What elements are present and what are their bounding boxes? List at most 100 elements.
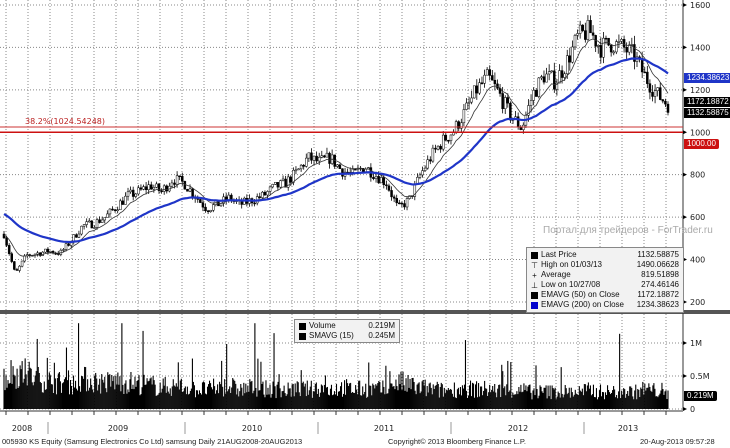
legend-name: Last Price	[541, 250, 577, 259]
fib-level-label: 38.2%(1024.54248)	[25, 117, 106, 126]
price-candle-body	[617, 41, 621, 43]
low-marker-icon: ⊥	[531, 280, 538, 290]
price-candle-body	[565, 55, 569, 75]
panel-divider	[0, 310, 730, 314]
price-candle-body	[581, 24, 584, 31]
price-candle-body	[173, 182, 176, 185]
legend-name: EMAVG (200) on Close	[541, 300, 624, 309]
ema50-value-tag: 1172.18872	[684, 97, 730, 107]
price-candle-body	[299, 164, 303, 170]
price-candle-body	[199, 199, 202, 203]
price-candle-body	[351, 168, 355, 173]
price-candle-body	[586, 20, 590, 40]
price-candle-body	[382, 177, 386, 186]
price-candle-body	[604, 37, 608, 40]
price-candle-body	[297, 168, 300, 171]
price-candle-body	[157, 183, 161, 192]
square-icon	[531, 291, 538, 299]
price-candle-body	[558, 70, 561, 84]
price-candle-body	[444, 134, 448, 141]
legend-average: + Average 819.51898	[531, 270, 679, 280]
price-candle-body	[503, 97, 507, 109]
price-candle-body	[126, 191, 130, 197]
price-candle-body	[131, 189, 135, 197]
price-candle-body	[483, 74, 486, 84]
price-candle-body	[150, 184, 153, 190]
price-candle-body	[124, 195, 127, 205]
price-candle-body	[100, 219, 104, 223]
price-candle-body	[506, 97, 510, 104]
price-candle-body	[219, 203, 223, 207]
price-candle-body	[457, 121, 460, 129]
price-legend: Last Price 1132.58875 ⊤ High on 01/03/13 14…	[526, 247, 684, 313]
price-candle-body	[38, 252, 42, 256]
price-candle-body	[286, 176, 290, 188]
y-tick	[683, 172, 687, 177]
price-candle-body	[13, 261, 16, 270]
price-candle-body	[119, 200, 122, 211]
volume-value-tag: 0.219M	[684, 391, 717, 401]
price-candle-body	[186, 189, 189, 192]
price-candle-body	[423, 167, 427, 171]
legend-value: 1490.06628	[636, 260, 679, 269]
price-candle-body	[116, 209, 119, 212]
price-candle-body	[258, 196, 262, 198]
price-candle-body	[648, 83, 652, 93]
price-candle-body	[395, 198, 398, 204]
price-candle-body	[85, 221, 88, 225]
price-candle-body	[398, 202, 401, 205]
price-candle-body	[152, 187, 156, 190]
price-candle-body	[555, 82, 559, 90]
price-candle-body	[134, 193, 138, 197]
price-candle-body	[183, 181, 187, 190]
price-candle-body	[553, 70, 556, 90]
price-candle-body	[602, 37, 605, 58]
price-candle-body	[436, 145, 440, 150]
price-candle-body	[106, 213, 109, 218]
x-tick-label: 2010	[242, 424, 262, 433]
price-candle-body	[315, 155, 318, 162]
security-description: 005930 KS Equity (Samsung Electronics Co…	[2, 437, 372, 446]
price-candle-body	[509, 102, 512, 121]
price-candle-body	[405, 198, 409, 208]
price-candle-body	[403, 203, 406, 208]
price-candle-body	[377, 176, 380, 184]
volume-y-tick-label: 1M	[690, 339, 702, 348]
square-icon	[531, 251, 538, 259]
legend-name: Low on 10/27/08	[541, 280, 601, 289]
price-candle-body	[312, 155, 316, 161]
y-tick	[683, 299, 687, 304]
price-candle-body	[449, 134, 453, 141]
price-candle-body	[341, 168, 344, 177]
price-candle-body	[36, 252, 39, 255]
legend-value: 819.51898	[641, 270, 679, 279]
y-tick	[683, 257, 687, 262]
volume-y-tick	[683, 341, 687, 345]
price-candle-body	[80, 225, 83, 235]
price-candle-body	[584, 30, 587, 40]
legend-name: EMAVG (50) on Close	[541, 290, 620, 299]
y-tick	[683, 45, 687, 50]
price-candle-body	[390, 190, 393, 198]
price-candle-body	[418, 174, 422, 178]
y-tick-label: 1600	[690, 1, 710, 10]
price-candle-body	[596, 45, 600, 47]
price-candle-body	[18, 265, 21, 271]
price-candle-body	[651, 92, 654, 97]
legend-ema50: EMAVG (50) on Close 1172.18872	[531, 290, 679, 300]
x-tick-label: 2009	[108, 424, 128, 433]
legend-last-price: Last Price 1132.58875	[531, 250, 679, 260]
legend-name: SMAVG (15)	[309, 331, 354, 340]
price-candle-body	[364, 168, 367, 172]
price-candle-body	[103, 217, 107, 221]
price-candle-body	[90, 220, 94, 229]
price-candle-body	[480, 82, 484, 84]
price-candle-body	[643, 71, 646, 74]
price-candle-body	[622, 39, 626, 48]
square-icon	[299, 332, 306, 340]
price-candle-body	[354, 168, 357, 171]
price-candle-body	[162, 185, 166, 192]
y-tick	[683, 87, 687, 92]
high-marker-icon: ⊤	[531, 260, 538, 270]
